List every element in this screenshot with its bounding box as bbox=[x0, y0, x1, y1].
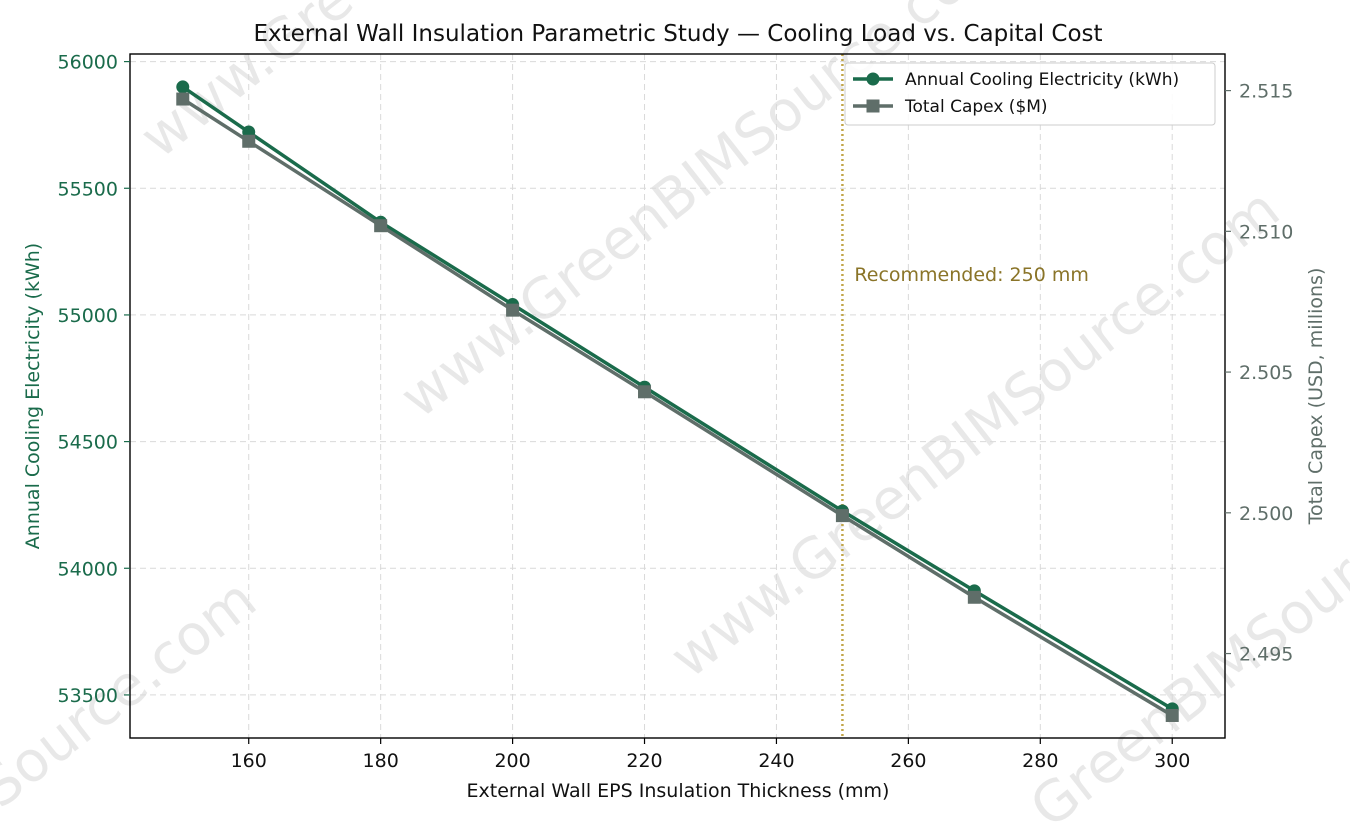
capex-data-point bbox=[242, 134, 256, 148]
y-right-tick-label: 2.500 bbox=[1239, 503, 1293, 525]
legend-marker-capex bbox=[866, 99, 880, 113]
chart-title: External Wall Insulation Parametric Stud… bbox=[253, 21, 1102, 47]
y-left-tick-label: 54500 bbox=[58, 432, 118, 454]
x-tick-label: 280 bbox=[1022, 750, 1058, 772]
legend: Annual Cooling Electricity (kWh) Total C… bbox=[844, 62, 1216, 126]
capex-series-line bbox=[181, 97, 1174, 718]
x-axis-label: External Wall EPS Insulation Thickness (… bbox=[467, 780, 890, 802]
x-tick-label: 220 bbox=[626, 750, 662, 772]
recommended-label: Recommended: 250 mm bbox=[854, 264, 1088, 286]
capex-data-point bbox=[1165, 708, 1179, 722]
x-tick-label: 180 bbox=[363, 750, 399, 772]
y-left-tick-label: 55000 bbox=[58, 305, 118, 327]
capex-data-point bbox=[638, 385, 652, 399]
y-left-tick-label: 56000 bbox=[58, 52, 118, 74]
legend-label-capex: Total Capex ($M) bbox=[904, 97, 1048, 117]
capex-data-point bbox=[374, 219, 388, 233]
cooling-series-line bbox=[181, 85, 1174, 711]
x-tick-label: 300 bbox=[1154, 750, 1190, 772]
y-axis-label-right: Total Capex (USD, millions) bbox=[1305, 268, 1327, 526]
watermark: Source.com bbox=[0, 567, 268, 821]
y-right-tick-label: 2.515 bbox=[1239, 81, 1293, 103]
y-left-tick-label: 54000 bbox=[58, 558, 118, 580]
legend-label-cooling: Annual Cooling Electricity (kWh) bbox=[905, 70, 1179, 90]
plot-frame bbox=[129, 53, 1226, 739]
y-axis-label-left: Annual Cooling Electricity (kWh) bbox=[22, 243, 44, 549]
y-left-tick-label: 53500 bbox=[58, 685, 118, 707]
watermark: www.GreenBIMSource.com bbox=[659, 176, 1292, 691]
y-right-tick-label: 2.495 bbox=[1239, 644, 1293, 666]
x-tick-label: 160 bbox=[231, 750, 267, 772]
capex-data-point bbox=[176, 92, 190, 106]
y-left-tick-label: 55500 bbox=[58, 178, 118, 200]
axes: 160 180 200 220 240 260 280 300 53500 54000 54500 5… bbox=[58, 52, 1294, 772]
y-right-tick-label: 2.505 bbox=[1239, 362, 1293, 384]
y-right-tick-label: 2.510 bbox=[1239, 221, 1293, 243]
x-tick-label: 200 bbox=[494, 750, 530, 772]
series-layer bbox=[176, 80, 1179, 722]
legend-marker-cooling bbox=[866, 72, 880, 86]
capex-data-point bbox=[835, 509, 849, 523]
x-tick-label: 240 bbox=[758, 750, 794, 772]
grid bbox=[130, 54, 1225, 738]
capex-data-point bbox=[506, 303, 520, 317]
cooling-data-point bbox=[176, 80, 190, 94]
x-tick-label: 260 bbox=[890, 750, 926, 772]
annotation: Recommended: 250 mm bbox=[841, 54, 1089, 738]
capex-data-point bbox=[967, 590, 981, 604]
legend-box bbox=[844, 62, 1216, 126]
